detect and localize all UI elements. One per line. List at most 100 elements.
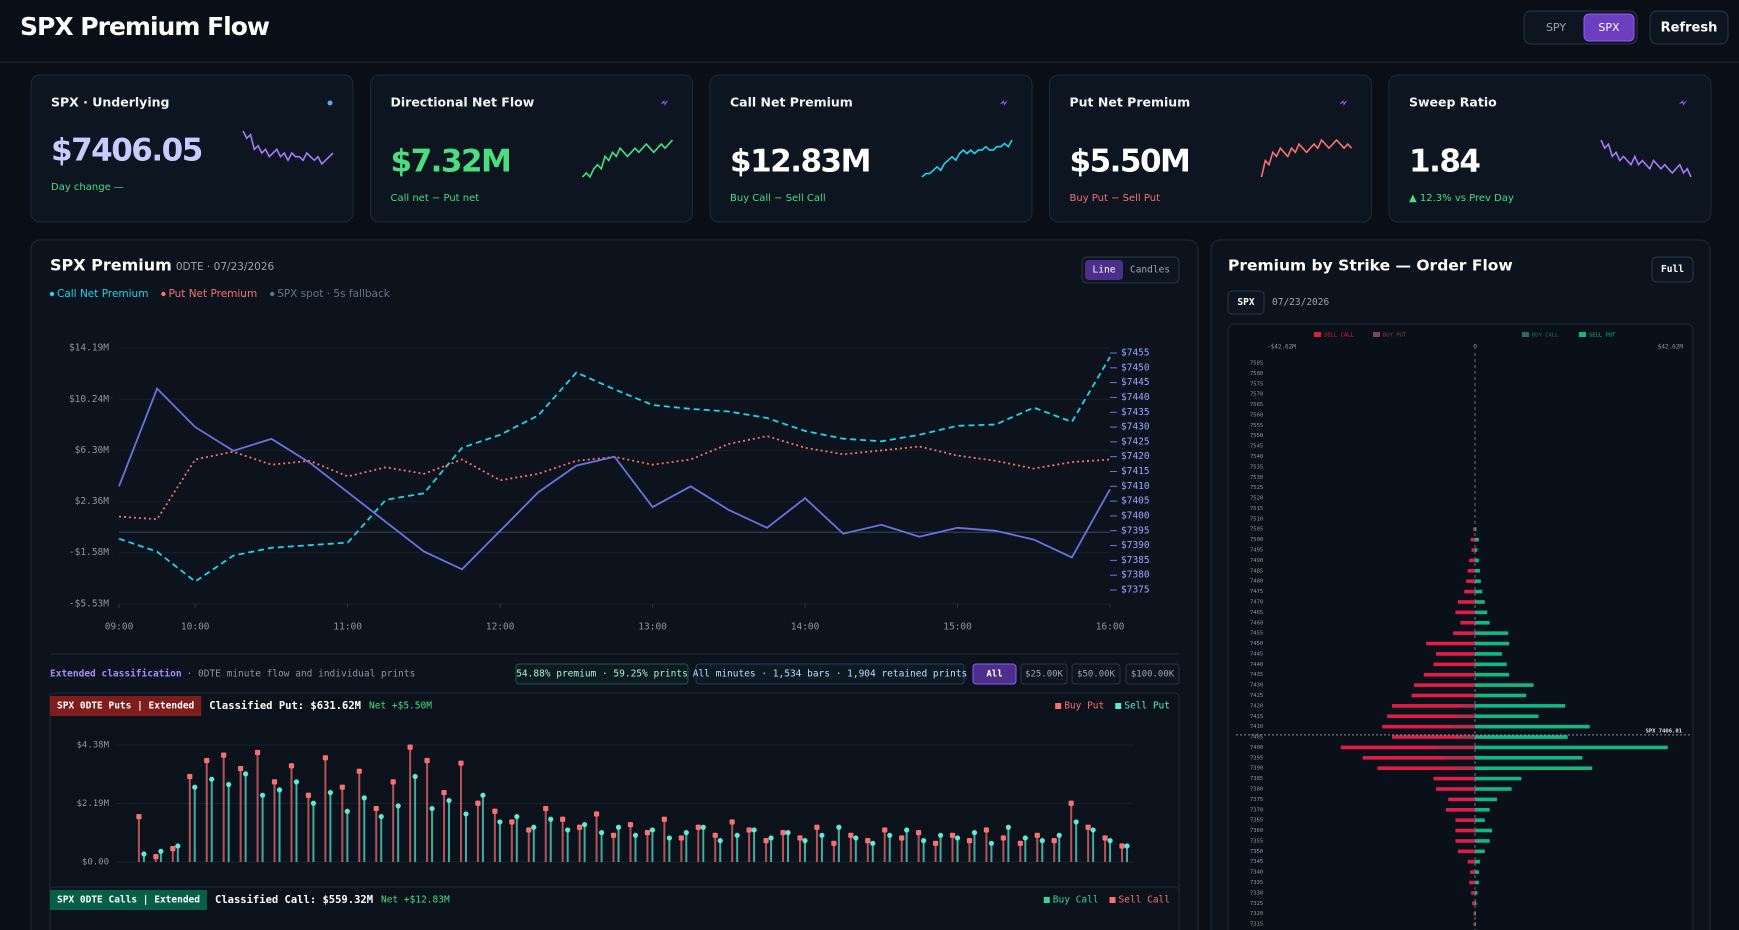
- strike-bar: [1475, 807, 1490, 812]
- strike-label: 7405: [1250, 735, 1263, 741]
- flow-bar: [176, 845, 179, 862]
- strike-bar: [1464, 589, 1475, 594]
- strike-label: 7345: [1250, 859, 1263, 865]
- print-dot: [356, 768, 362, 774]
- y2-tick-label: $7395: [1121, 525, 1150, 536]
- print-dot: [441, 789, 447, 796]
- symbol-active[interactable]: [1583, 13, 1635, 42]
- flow-bar: [685, 832, 688, 862]
- filter-button[interactable]: [1020, 663, 1068, 685]
- strike-label: 7425: [1250, 693, 1263, 699]
- filter-button[interactable]: [1071, 663, 1121, 685]
- print-dot: [661, 816, 667, 822]
- flow-bar: [527, 829, 530, 862]
- strike-bar: [1475, 756, 1583, 760]
- flow-bar: [849, 835, 852, 862]
- strike-bar: [1457, 849, 1475, 854]
- strike-label: 7490: [1250, 558, 1263, 564]
- filter-label[interactable]: $50.00K: [1077, 670, 1116, 680]
- sparkline: [1600, 139, 1692, 178]
- flow-bar: [532, 827, 535, 862]
- strike-bar: [1475, 537, 1479, 542]
- y2-tick-label: $7380: [1121, 570, 1150, 581]
- print-dot: [339, 784, 345, 790]
- strike-bar: [1448, 797, 1475, 802]
- mode-button[interactable]: Line: [1093, 265, 1116, 276]
- y2-tick-label: $7410: [1121, 481, 1150, 492]
- card-note: Buy Call − Sell Call: [730, 193, 826, 204]
- print-dot: [865, 838, 871, 844]
- print-dot: [243, 771, 249, 777]
- strike-bar: [1455, 828, 1475, 833]
- strike-bar: [1413, 683, 1475, 687]
- card-note: Buy Put − Sell Put: [1070, 193, 1161, 204]
- flow-bar: [820, 835, 823, 862]
- filter-label[interactable]: All: [986, 670, 1002, 680]
- refresh-button[interactable]: [1649, 10, 1729, 45]
- print-dot: [802, 838, 808, 844]
- x-tick-label: 10:00: [181, 622, 210, 633]
- flow-bar: [273, 781, 276, 862]
- strike-bar: [1475, 548, 1478, 552]
- full-label[interactable]: Full: [1661, 264, 1684, 275]
- print-dot: [695, 824, 701, 830]
- flow-bar: [719, 840, 722, 862]
- strike-label: 7530: [1250, 475, 1263, 481]
- print-dot: [175, 843, 181, 849]
- x-tick-label: 0: [1473, 344, 1477, 351]
- metric-card: [30, 74, 354, 223]
- strike-bar: [1475, 641, 1510, 646]
- flow-bar: [392, 781, 395, 862]
- legend-swatch: [1115, 703, 1122, 709]
- print-dot: [310, 800, 317, 806]
- spot-label: SPX 7406.01: [1646, 728, 1683, 734]
- mode-active[interactable]: [1085, 260, 1123, 280]
- strike-bar: [1475, 589, 1483, 594]
- strike-bar: [1475, 787, 1512, 791]
- legend-label: BUY PUT: [1383, 333, 1407, 339]
- strike-label: 7315: [1250, 922, 1263, 928]
- print-dot: [966, 838, 973, 844]
- mode-button[interactable]: Candles: [1130, 265, 1170, 276]
- strike-label: 7505: [1250, 527, 1263, 533]
- symbol-button[interactable]: SPX: [1598, 21, 1620, 34]
- strike-bar: [1433, 776, 1475, 781]
- symbol-button[interactable]: SPY: [1546, 21, 1566, 34]
- card-title: SPX · Underlying: [51, 95, 169, 110]
- card-value: $5.50M: [1070, 144, 1190, 180]
- flow-panel: [49, 692, 1180, 930]
- strike-label: 7550: [1250, 433, 1263, 439]
- legend-label: Sell Call: [1119, 895, 1170, 906]
- strike-bar: [1472, 901, 1475, 906]
- y2-tick-label: $7455: [1121, 348, 1150, 359]
- filter-label[interactable]: $25.00K: [1025, 670, 1064, 680]
- print-dot: [899, 835, 905, 841]
- print-dot: [683, 830, 689, 836]
- print-dot: [1039, 838, 1045, 844]
- filter-button[interactable]: [1125, 663, 1180, 685]
- flow-bar: [770, 837, 773, 862]
- panel-label: SPX 0DTE Puts | Extended: [57, 701, 195, 712]
- strike-label: 7450: [1250, 641, 1263, 647]
- flow-bar: [702, 827, 705, 862]
- card-value: 1.84: [1409, 144, 1480, 180]
- filter-label[interactable]: $100.00K: [1131, 670, 1175, 680]
- filter-button[interactable]: [972, 663, 1017, 685]
- strike-bar: [1475, 662, 1507, 667]
- strike-bar: [1475, 880, 1479, 885]
- strike-label: 7385: [1250, 776, 1263, 782]
- symbol-tag: [1227, 290, 1265, 315]
- strike-bar: [1457, 600, 1475, 604]
- print-dot: [887, 832, 893, 838]
- strike-bar: [1475, 631, 1509, 635]
- refresh-label[interactable]: Refresh: [1661, 21, 1718, 36]
- print-dot: [141, 851, 147, 857]
- flow-bar: [1002, 837, 1005, 862]
- flow-icon: [1679, 100, 1687, 106]
- full-button[interactable]: [1651, 256, 1694, 283]
- print-dot: [170, 846, 176, 852]
- flow-bar: [448, 800, 451, 862]
- flow-bar: [256, 752, 259, 862]
- flow-bar: [239, 768, 242, 862]
- print-dot: [204, 757, 210, 764]
